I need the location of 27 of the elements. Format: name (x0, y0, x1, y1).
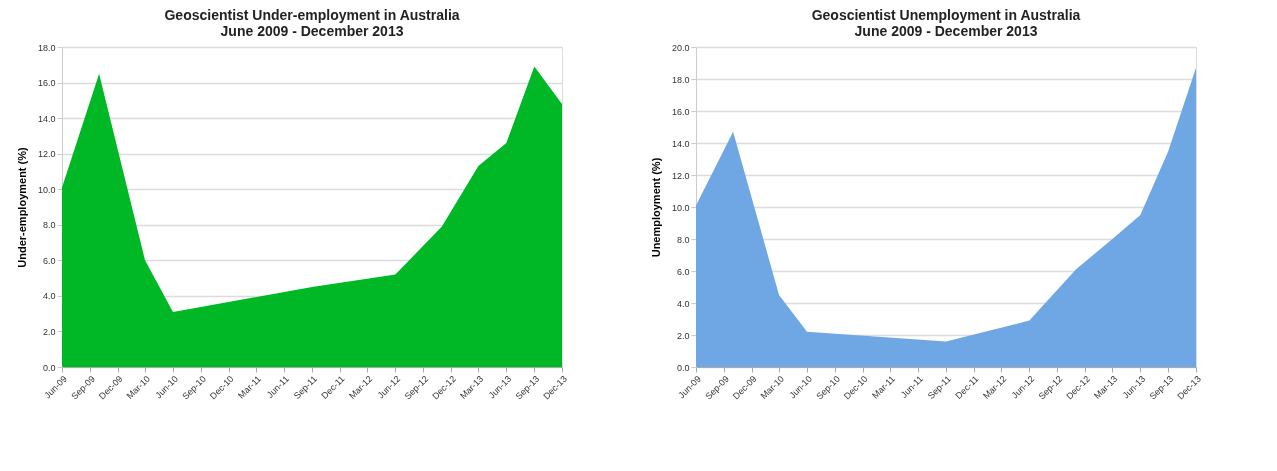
y-tick-label: 12.0 (671, 170, 690, 181)
y-tick-label: 18.0 (671, 74, 690, 85)
y-tick-label: 0.0 (42, 362, 56, 373)
y-tick-label: 14.0 (37, 113, 56, 124)
y-axis-title: Unemployment (%) (649, 157, 662, 258)
y-tick-label: 6.0 (42, 255, 56, 266)
y-tick-label: 10.0 (671, 202, 690, 213)
y-tick-label: 0.0 (676, 362, 690, 373)
y-tick-label: 16.0 (671, 106, 690, 117)
y-tick-label: 2.0 (676, 330, 690, 341)
y-tick-label: 10.0 (37, 184, 56, 195)
y-tick-label: 12.0 (37, 149, 56, 160)
y-tick-label: 4.0 (42, 291, 56, 302)
y-tick-label: 20.0 (671, 42, 690, 53)
y-tick-label: 2.0 (42, 326, 56, 337)
y-tick-label: 18.0 (37, 42, 56, 53)
y-tick-label: 6.0 (676, 266, 690, 277)
y-tick-label: 8.0 (676, 234, 690, 245)
y-tick-label: 16.0 (37, 78, 56, 89)
y-tick-label: 8.0 (42, 220, 56, 231)
chart-title: Geoscientist Unemployment in Australia (811, 7, 1081, 23)
chart-title: Geoscientist Under-employment in Australia (164, 7, 460, 23)
y-tick-label: 14.0 (671, 138, 690, 149)
chart-subtitle: June 2009 - December 2013 (220, 23, 404, 39)
y-axis-title: Under-employment (%) (15, 146, 28, 268)
y-tick-label: 4.0 (676, 298, 690, 309)
chart-subtitle: June 2009 - December 2013 (854, 23, 1038, 39)
